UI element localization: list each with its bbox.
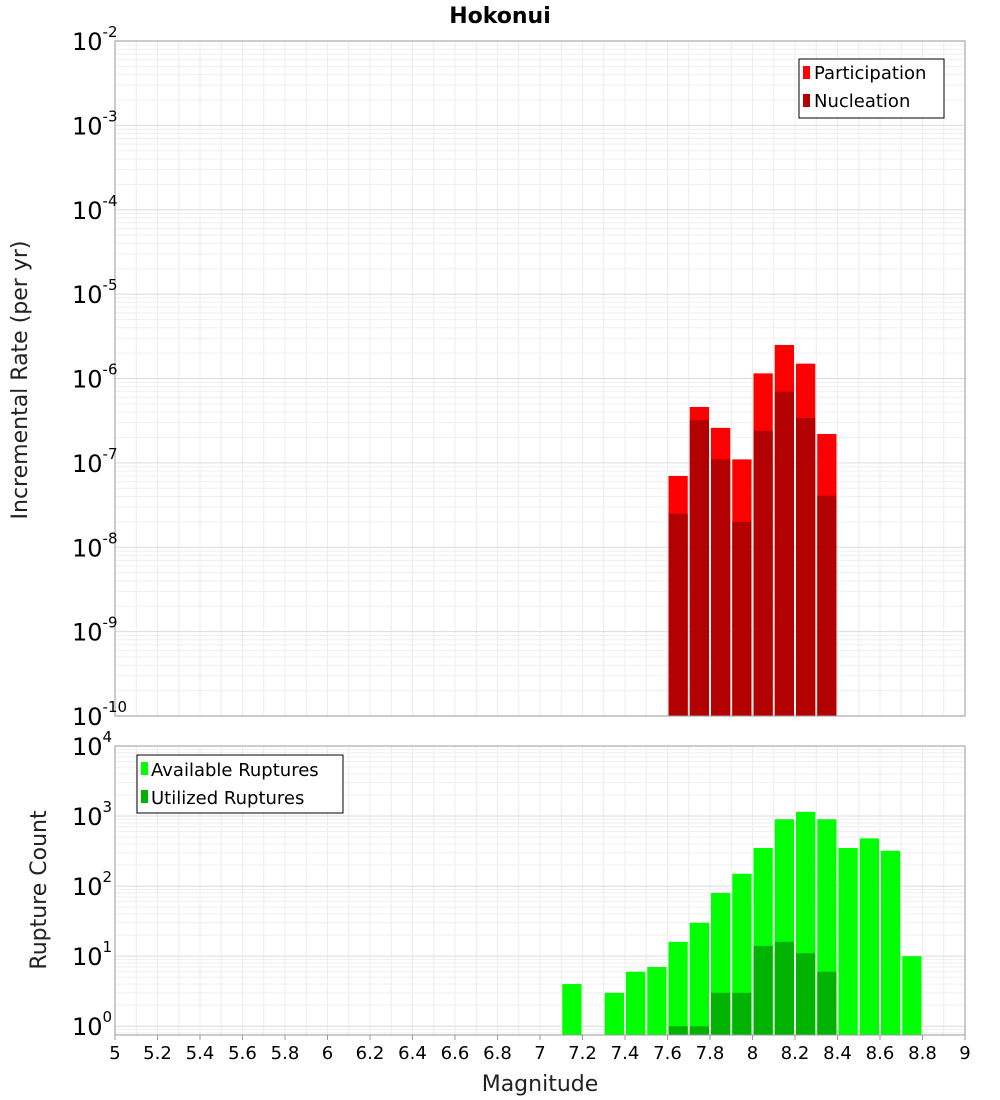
x-axis-ticks: 5 5.2 5.4 5.6 5.8 6 6.2 6.4 6.6 6.8 7 7.2 7.4 7.6 7.8 8…	[109, 1035, 971, 1064]
y-tick-label: 10-8	[72, 529, 118, 562]
count-bar-utilized-ruptures	[668, 1026, 688, 1035]
x-tick-label: 8.8	[908, 1043, 937, 1064]
rate-plot-y-axis-label: Incremental Rate (per yr)	[8, 241, 33, 520]
x-tick-label: 5.6	[228, 1043, 257, 1064]
y-tick-label: 10-6	[72, 361, 118, 394]
rate-bar-nucleation	[668, 513, 688, 716]
y-tick-label: 101	[72, 938, 112, 971]
rate-plot-frame	[114, 40, 966, 717]
count-bar-available-ruptures	[626, 971, 646, 1035]
chart-title: Hokonui	[449, 4, 551, 29]
x-tick-label: 8.2	[781, 1043, 810, 1064]
x-tick-label: 7.4	[611, 1043, 640, 1064]
x-tick-label: 5	[109, 1043, 120, 1064]
x-tick-label: 7.6	[653, 1043, 682, 1064]
legend-swatch-utilized	[141, 790, 148, 803]
x-tick-label: 7	[534, 1043, 545, 1064]
count-bar-available-ruptures	[668, 941, 688, 1035]
y-tick-label: 10-5	[72, 276, 118, 309]
count-bar-available-ruptures	[881, 850, 901, 1035]
rate-bar-nucleation	[774, 391, 794, 716]
legend-swatch-participation	[803, 66, 810, 79]
x-tick-label: 7.8	[696, 1043, 725, 1064]
rate-plot-grid	[114, 40, 966, 717]
rate-bar-nucleation	[753, 430, 773, 716]
count-bar-available-ruptures	[859, 838, 879, 1035]
y-tick-label: 10-2	[72, 23, 118, 56]
count-bar-available-ruptures	[604, 992, 624, 1035]
rate-bar-nucleation	[711, 459, 731, 716]
y-tick-label: 103	[72, 798, 112, 831]
y-tick-label: 10-3	[72, 107, 118, 140]
rate-plot-bars	[668, 344, 837, 716]
x-tick-label: 6.4	[398, 1043, 427, 1064]
legend-label-participation: Participation	[814, 63, 926, 84]
x-tick-label: 6.8	[483, 1043, 512, 1064]
y-tick-label: 10-9	[72, 614, 118, 647]
y-tick-label: 100	[72, 1008, 112, 1041]
y-tick-label: 102	[72, 868, 112, 901]
y-tick-label: 104	[72, 728, 112, 761]
x-tick-label: 5.8	[271, 1043, 300, 1064]
count-bar-available-ruptures	[562, 984, 582, 1035]
count-bar-available-ruptures	[689, 922, 709, 1035]
count-bar-available-ruptures	[902, 956, 922, 1035]
x-tick-label: 8.4	[823, 1043, 852, 1064]
rate-bar-nucleation	[796, 418, 816, 716]
count-plot-legend: Available Ruptures Utilized Ruptures	[136, 754, 344, 814]
count-bar-available-ruptures	[647, 967, 667, 1035]
count-bar-utilized-ruptures	[689, 1026, 709, 1035]
count-bar-utilized-ruptures	[774, 941, 794, 1035]
x-tick-label: 5.4	[186, 1043, 215, 1064]
count-plot-y-axis-label: Rupture Count	[27, 810, 52, 970]
legend-label-utilized: Utilized Ruptures	[151, 788, 304, 809]
x-tick-label: 9	[959, 1043, 970, 1064]
x-tick-label: 8	[747, 1043, 758, 1064]
rate-plot-y-ticks: 10-2 10-3 10-4 10-5 10-6 10-7 10-8 10-9 10-10	[72, 23, 127, 731]
x-axis-label: Magnitude	[482, 1072, 599, 1097]
y-tick-label: 10-7	[72, 445, 118, 478]
y-tick-label: 10-10	[72, 698, 127, 731]
count-plot-y-ticks: 104 103 102 101 100	[72, 728, 112, 1041]
x-tick-label: 7.2	[568, 1043, 597, 1064]
rate-bar-nucleation	[689, 420, 709, 716]
count-bar-utilized-ruptures	[817, 971, 837, 1035]
x-tick-label: 6.6	[441, 1043, 470, 1064]
rate-bar-nucleation	[732, 521, 752, 716]
rate-plot-legend: Participation Nucleation	[798, 58, 945, 119]
count-bar-utilized-ruptures	[753, 945, 773, 1035]
count-bar-available-ruptures	[838, 848, 858, 1035]
legend-label-nucleation: Nucleation	[814, 91, 910, 112]
legend-label-available: Available Ruptures	[151, 760, 319, 781]
x-tick-label: 5.2	[143, 1043, 172, 1064]
rate-bar-nucleation	[817, 495, 837, 716]
count-plot-bars	[562, 811, 922, 1035]
count-bar-utilized-ruptures	[732, 992, 752, 1035]
count-bar-utilized-ruptures	[711, 992, 731, 1035]
legend-swatch-nucleation	[803, 94, 810, 107]
count-bar-utilized-ruptures	[796, 953, 816, 1035]
y-tick-label: 10-4	[72, 192, 118, 225]
x-tick-label: 6.2	[356, 1043, 385, 1064]
x-tick-label: 8.6	[866, 1043, 895, 1064]
x-tick-label: 6	[322, 1043, 333, 1064]
legend-swatch-available	[141, 762, 148, 775]
